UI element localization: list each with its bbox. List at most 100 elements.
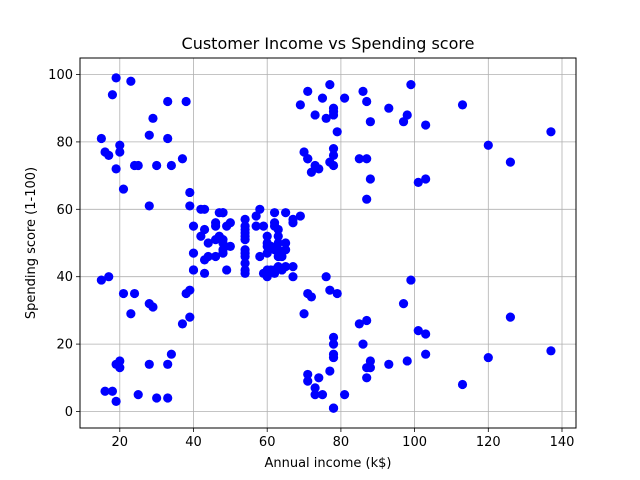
- data-point: [310, 110, 320, 120]
- data-point: [240, 251, 250, 262]
- data-point: [303, 369, 313, 380]
- data-point: [251, 211, 261, 221]
- data-point: [269, 218, 280, 228]
- data-point: [262, 272, 272, 282]
- data-point: [398, 117, 409, 127]
- data-point: [240, 221, 250, 231]
- data-point: [384, 103, 394, 113]
- data-point: [273, 231, 283, 241]
- data-point: [185, 187, 195, 198]
- data-point: [258, 221, 269, 231]
- data-point: [107, 90, 118, 100]
- data-point: [203, 238, 213, 248]
- data-point: [118, 184, 129, 194]
- data-point: [148, 302, 158, 312]
- data-point: [211, 221, 221, 231]
- data-point: [144, 359, 154, 369]
- data-point: [421, 174, 431, 184]
- data-point: [269, 208, 280, 218]
- data-point: [325, 80, 335, 90]
- data-point: [115, 147, 125, 157]
- data-point: [163, 359, 173, 369]
- data-point: [328, 150, 339, 160]
- data-point: [163, 393, 173, 403]
- y-tick-label: 100: [48, 68, 73, 83]
- data-point: [188, 265, 199, 275]
- data-point: [505, 312, 516, 322]
- data-point: [303, 86, 313, 96]
- data-point: [281, 208, 291, 218]
- data-point: [321, 113, 331, 123]
- data-point: [240, 235, 250, 245]
- data-point: [277, 251, 287, 262]
- x-tick-label: 100: [402, 435, 427, 450]
- data-point: [144, 130, 154, 140]
- data-point: [402, 356, 412, 366]
- data-point: [546, 346, 556, 356]
- data-point: [354, 319, 364, 329]
- data-point: [332, 127, 342, 137]
- data-point: [325, 366, 335, 376]
- data-point: [328, 339, 339, 349]
- data-point: [218, 238, 228, 248]
- data-point: [421, 120, 431, 130]
- data-point: [362, 96, 372, 107]
- x-tick-label: 20: [112, 435, 129, 450]
- data-point: [413, 177, 423, 187]
- data-point: [262, 248, 272, 258]
- x-tick-label: 80: [333, 435, 350, 450]
- data-point: [288, 272, 298, 282]
- data-point: [107, 386, 118, 396]
- data-point: [332, 288, 342, 299]
- data-point: [273, 238, 283, 248]
- data-point: [288, 218, 298, 228]
- data-point: [262, 231, 272, 241]
- data-point: [317, 93, 328, 103]
- data-point: [222, 265, 232, 275]
- data-point: [299, 309, 309, 319]
- data-point: [218, 248, 228, 258]
- data-point: [362, 315, 372, 326]
- data-point: [133, 390, 143, 400]
- data-point: [203, 251, 213, 262]
- data-point: [104, 150, 114, 160]
- data-point: [152, 393, 162, 403]
- data-point: [421, 349, 431, 359]
- data-point: [328, 106, 339, 117]
- data-point: [362, 373, 372, 383]
- data-point: [185, 201, 195, 211]
- data-point: [365, 363, 375, 373]
- data-point: [177, 319, 188, 329]
- data-point: [303, 376, 313, 386]
- data-point: [152, 160, 162, 171]
- data-point: [188, 221, 199, 231]
- data-point: [306, 167, 317, 177]
- data-point: [303, 154, 313, 164]
- data-point: [384, 359, 394, 369]
- data-point: [413, 326, 423, 336]
- data-point: [505, 157, 516, 167]
- data-point: [281, 238, 291, 248]
- data-point: [273, 224, 283, 235]
- data-point: [317, 390, 328, 400]
- data-point: [144, 201, 154, 211]
- data-point: [314, 164, 324, 174]
- data-point: [199, 224, 210, 235]
- data-point: [218, 208, 228, 218]
- chart-title: Customer Income vs Spending score: [182, 34, 475, 53]
- data-point: [358, 339, 368, 349]
- data-point: [299, 147, 309, 157]
- data-point: [406, 80, 416, 90]
- y-tick-label: 0: [65, 405, 73, 420]
- data-point: [126, 76, 136, 86]
- data-point: [328, 332, 339, 342]
- data-point: [177, 154, 188, 164]
- data-point: [111, 164, 121, 174]
- data-point: [310, 390, 320, 400]
- data-point: [163, 96, 173, 107]
- data-point: [240, 268, 250, 278]
- data-point: [402, 110, 412, 120]
- x-axis-label: Annual income (k$): [264, 456, 391, 471]
- data-point: [115, 356, 125, 366]
